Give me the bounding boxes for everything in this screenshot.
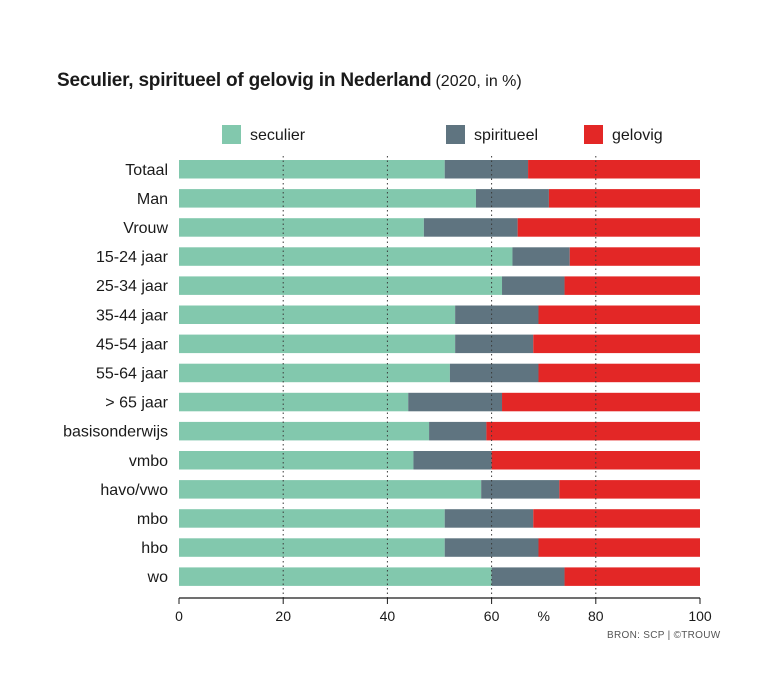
bar-gelovig	[538, 363, 700, 383]
category-label: 25-34 jaar	[96, 278, 169, 295]
bar-gelovig	[569, 247, 700, 266]
category-label: Totaal	[125, 162, 168, 179]
legend-swatch-seculier	[222, 125, 241, 144]
bar-spiritueel	[449, 363, 539, 383]
bar-gelovig	[502, 392, 700, 412]
bar-seculier	[179, 538, 445, 557]
bar-spiritueel	[455, 334, 534, 354]
bar-seculier	[179, 218, 424, 237]
category-label: Vrouw	[123, 220, 168, 237]
bar-gelovig	[528, 160, 700, 179]
bar-spiritueel	[429, 421, 487, 441]
bar-gelovig	[538, 305, 700, 324]
bar-gelovig	[564, 276, 700, 295]
source-credit: BRON: SCP | ©TROUW	[607, 630, 721, 641]
bar-gelovig	[533, 334, 700, 354]
bar-spiritueel	[512, 247, 570, 266]
x-tick-label: 20	[275, 608, 291, 624]
bar-seculier	[179, 480, 482, 499]
category-label: wo	[147, 569, 169, 586]
bar-gelovig	[559, 480, 700, 499]
chart-title-main: Seculier, spiritueel of gelovig in Neder…	[57, 70, 432, 91]
bar-seculier	[179, 363, 450, 383]
category-label: mbo	[137, 511, 168, 528]
bar-spiritueel	[444, 160, 529, 179]
bar-gelovig	[486, 421, 700, 441]
category-label: Man	[137, 191, 168, 208]
category-label: 55-64 jaar	[96, 365, 169, 382]
bar-gelovig	[538, 538, 700, 557]
bar-spiritueel	[423, 218, 518, 237]
category-label: basisonderwijs	[63, 424, 168, 441]
legend-swatch-spiritueel	[446, 125, 465, 144]
x-tick-label: %	[537, 608, 549, 624]
legend-swatch-gelovig	[584, 125, 603, 144]
bar-seculier	[179, 451, 414, 470]
bar-seculier	[179, 189, 476, 208]
bar-seculier	[179, 421, 430, 441]
x-tick-label: 60	[484, 608, 500, 624]
x-tick-label: 80	[588, 608, 604, 624]
chart-title-subtitle: (2020, in %)	[435, 73, 522, 90]
bar-gelovig	[533, 509, 700, 528]
bar-spiritueel	[502, 276, 565, 295]
bar-seculier	[179, 334, 456, 354]
bar-spiritueel	[408, 392, 503, 412]
category-label: 35-44 jaar	[96, 307, 169, 324]
category-label: havo/vwo	[100, 482, 168, 499]
bar-seculier	[179, 276, 503, 295]
x-tick-label: 100	[688, 608, 712, 624]
category-label: > 65 jaar	[105, 395, 168, 412]
x-tick-label: 40	[380, 608, 396, 624]
bar-seculier	[179, 509, 445, 528]
bar-spiritueel	[475, 189, 549, 208]
category-label: 45-54 jaar	[96, 336, 169, 353]
chart-title: Seculier, spiritueel of gelovig in Neder…	[57, 70, 522, 92]
x-tick-label: 0	[175, 608, 183, 624]
legend-label-seculier: seculier	[250, 127, 306, 144]
bar-seculier	[179, 160, 445, 179]
bar-gelovig	[548, 189, 700, 208]
category-label: vmbo	[129, 453, 168, 470]
category-label: hbo	[141, 540, 168, 557]
legend-label-spiritueel: spiritueel	[474, 127, 538, 144]
bar-seculier	[179, 392, 409, 412]
bar-spiritueel	[481, 480, 560, 499]
bar-gelovig	[491, 451, 700, 470]
bar-spiritueel	[455, 305, 539, 324]
bar-gelovig	[564, 567, 700, 586]
bar-spiritueel	[444, 509, 534, 528]
bar-seculier	[179, 247, 513, 266]
legend-label-gelovig: gelovig	[612, 127, 663, 144]
bar-spiritueel	[413, 451, 492, 470]
bar-seculier	[179, 567, 492, 586]
bar-seculier	[179, 305, 456, 324]
category-label: 15-24 jaar	[96, 249, 169, 266]
bar-gelovig	[517, 218, 700, 237]
bar-spiritueel	[491, 567, 565, 586]
